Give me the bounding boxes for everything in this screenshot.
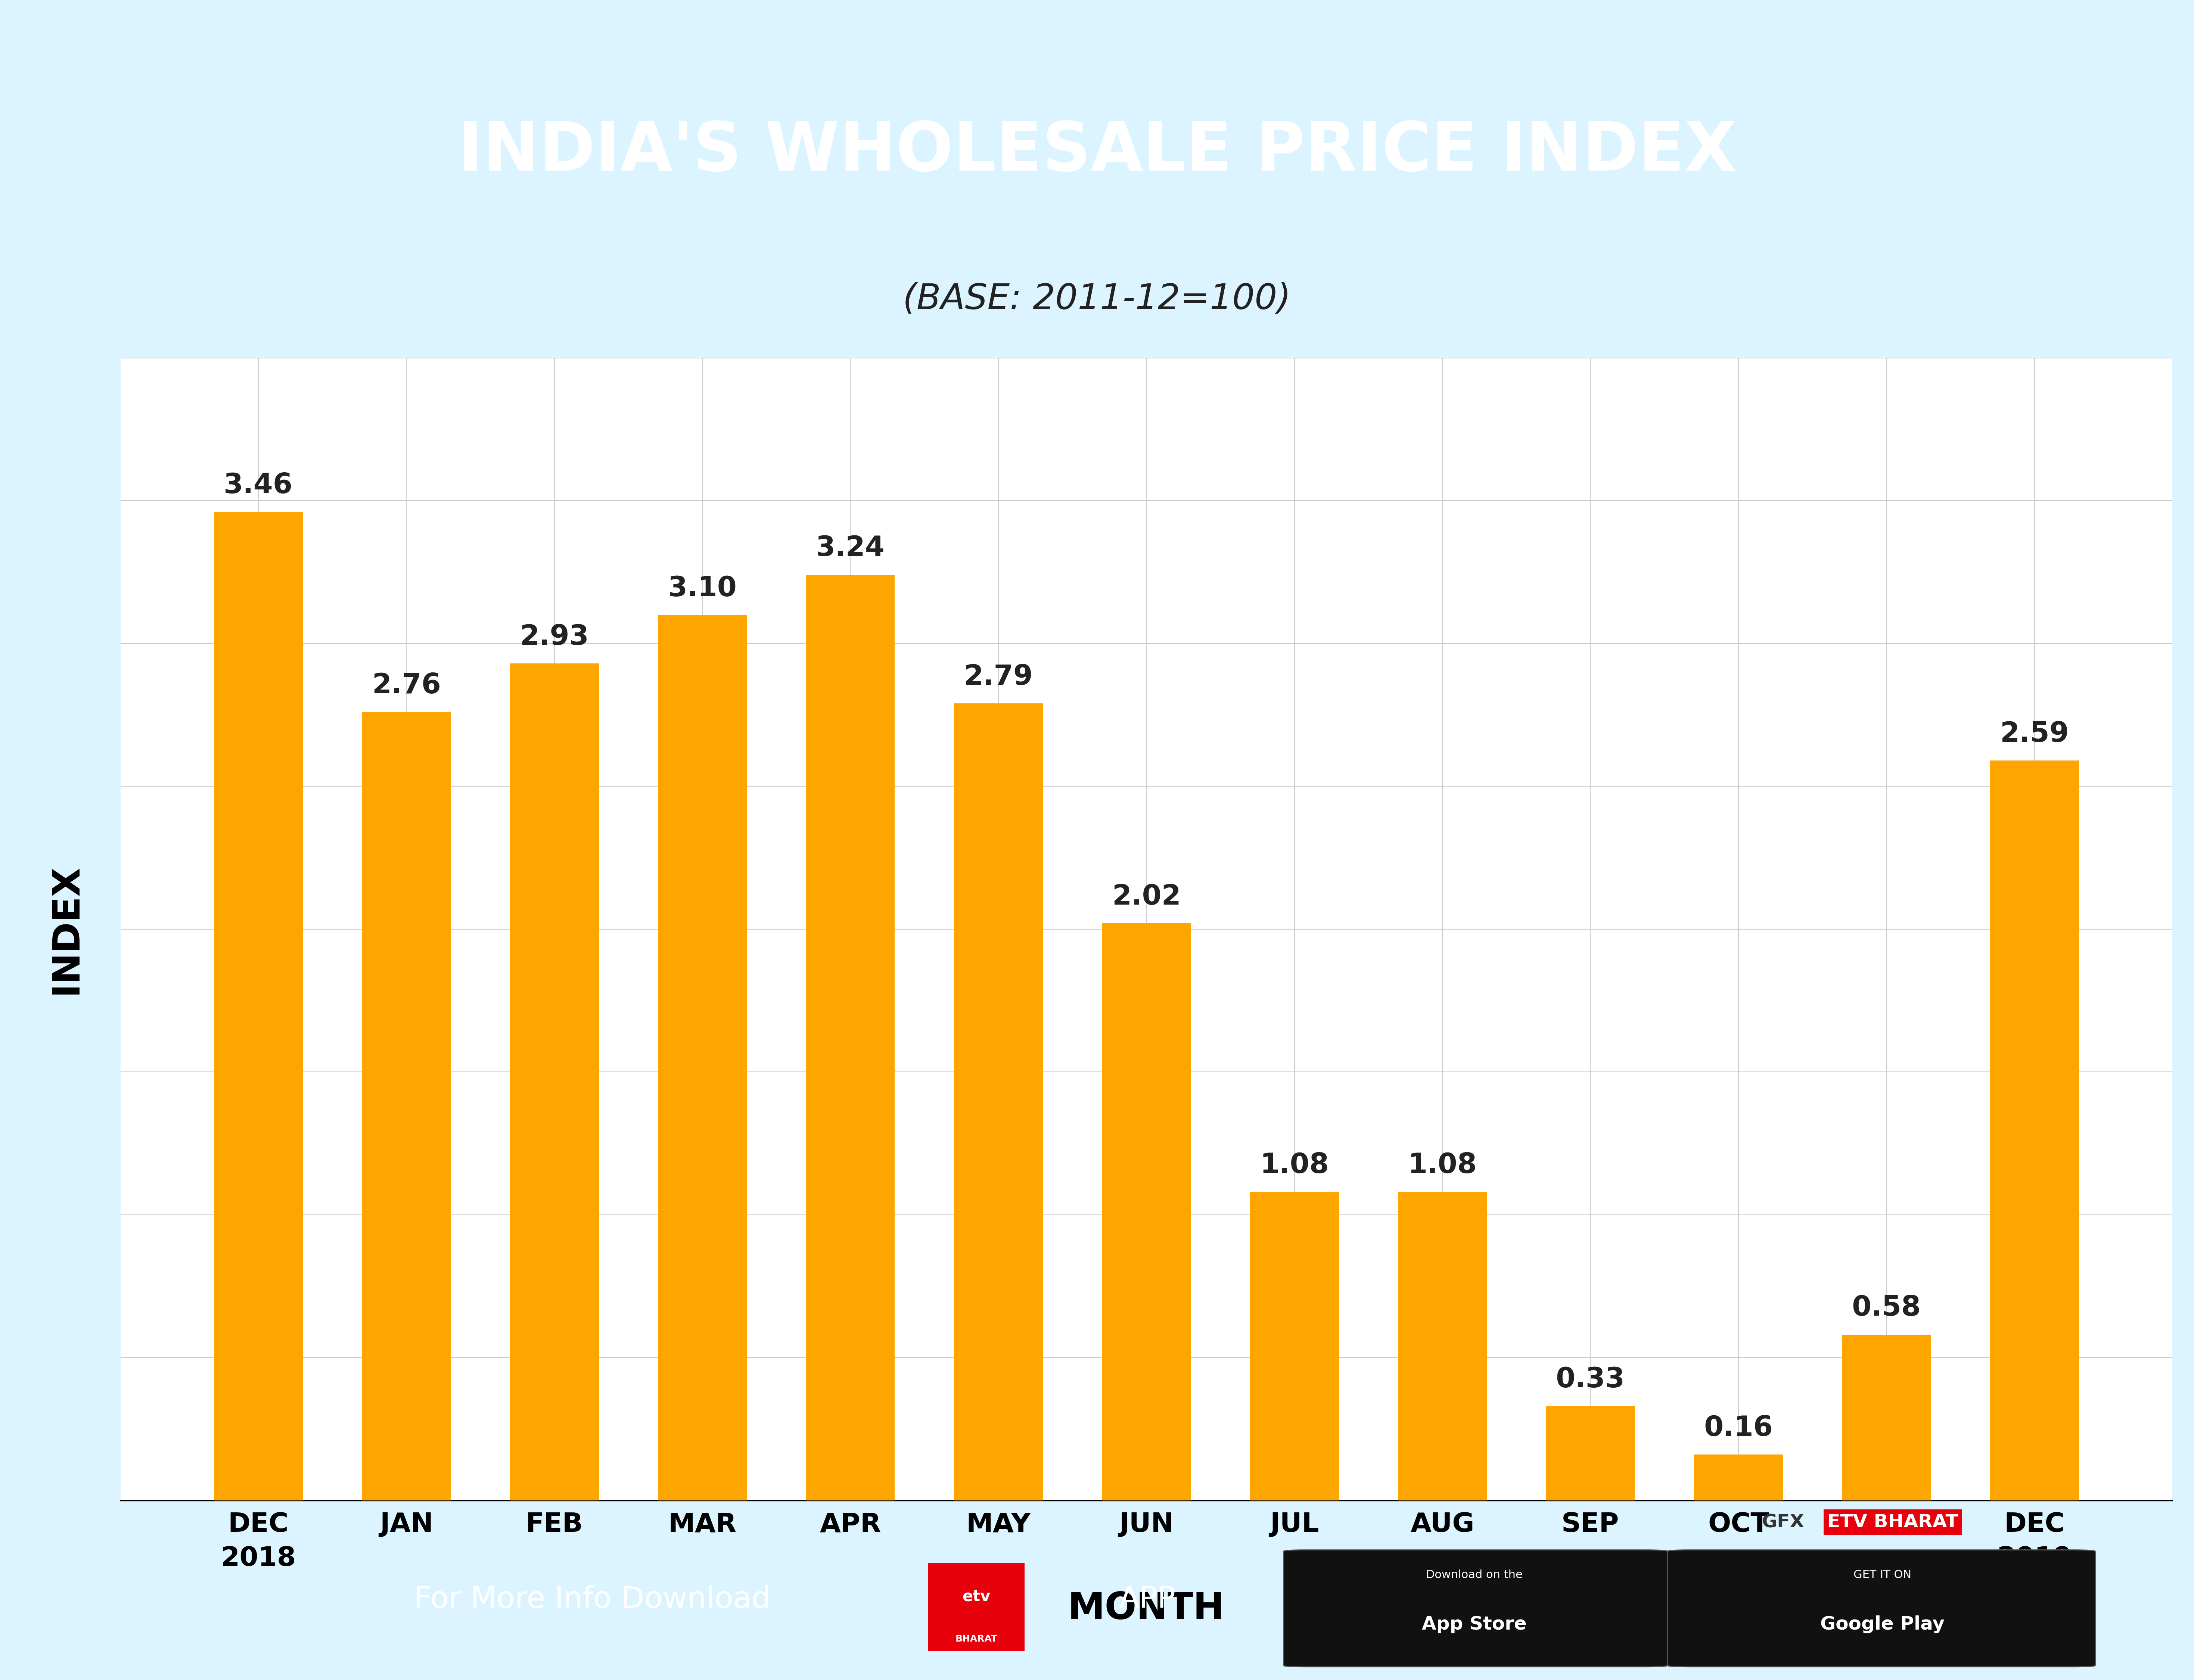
Text: 1.08: 1.08 xyxy=(1259,1152,1330,1179)
Bar xyxy=(1547,1406,1635,1500)
Bar xyxy=(1843,1334,1931,1500)
Bar xyxy=(1251,1191,1338,1500)
Text: 1.08: 1.08 xyxy=(1409,1152,1477,1179)
Text: 3.46: 3.46 xyxy=(224,472,292,499)
Bar xyxy=(509,664,599,1500)
Text: 2.93: 2.93 xyxy=(520,623,588,650)
Text: APP: APP xyxy=(1119,1584,1176,1614)
Text: 0.16: 0.16 xyxy=(1705,1415,1773,1441)
Bar xyxy=(1398,1191,1488,1500)
Text: 3.10: 3.10 xyxy=(667,575,737,601)
Text: 3.24: 3.24 xyxy=(816,534,884,563)
Text: INDIA'S WHOLESALE PRICE INDEX: INDIA'S WHOLESALE PRICE INDEX xyxy=(459,119,1735,185)
Bar xyxy=(658,615,746,1500)
Text: GET IT ON: GET IT ON xyxy=(1854,1569,1911,1581)
Bar xyxy=(1694,1455,1784,1500)
Text: For More Info Download: For More Info Download xyxy=(415,1584,770,1614)
Bar xyxy=(1101,924,1191,1500)
Text: Download on the: Download on the xyxy=(1426,1569,1523,1581)
Text: 2.59: 2.59 xyxy=(2001,721,2069,748)
Text: BHARAT: BHARAT xyxy=(954,1635,998,1643)
Bar xyxy=(213,512,303,1500)
Bar xyxy=(362,712,450,1500)
Bar xyxy=(1990,761,2078,1500)
Text: App Store: App Store xyxy=(1422,1616,1527,1633)
FancyBboxPatch shape xyxy=(1667,1551,2095,1667)
Text: ETV BHARAT: ETV BHARAT xyxy=(1828,1514,1959,1530)
FancyBboxPatch shape xyxy=(928,1562,1025,1651)
Text: (BASE: 2011-12=100): (BASE: 2011-12=100) xyxy=(904,282,1290,316)
Bar xyxy=(954,704,1042,1500)
Text: 2.02: 2.02 xyxy=(1112,884,1180,911)
Text: 2.79: 2.79 xyxy=(963,664,1033,690)
Text: INDEX: INDEX xyxy=(48,864,86,995)
Text: 0.58: 0.58 xyxy=(1852,1295,1922,1322)
Text: GFX: GFX xyxy=(1762,1514,1803,1530)
Bar xyxy=(805,575,895,1500)
X-axis label: MONTH: MONTH xyxy=(1068,1591,1224,1628)
Text: 0.33: 0.33 xyxy=(1556,1366,1626,1393)
FancyBboxPatch shape xyxy=(1283,1551,1667,1667)
Text: ETV BHARAT: ETV BHARAT xyxy=(1828,1514,1959,1530)
Text: Google Play: Google Play xyxy=(1821,1616,1944,1633)
Text: 2.76: 2.76 xyxy=(371,672,441,699)
Text: etv: etv xyxy=(963,1589,989,1604)
